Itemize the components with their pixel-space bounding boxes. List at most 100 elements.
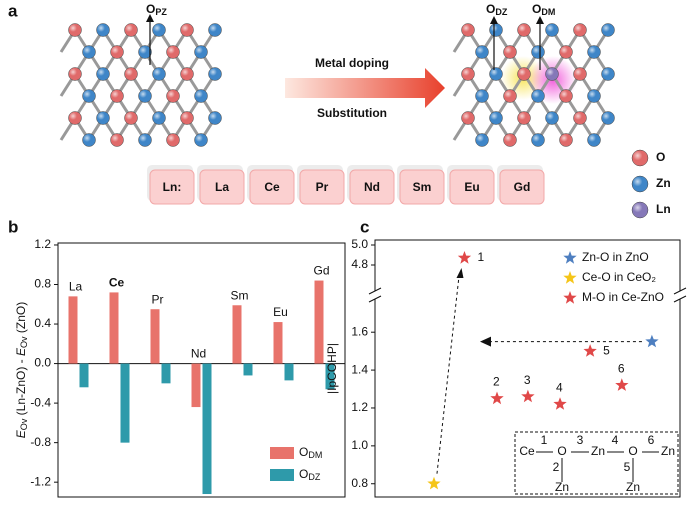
y-tick-label: -0.4 [30,395,51,409]
y-label-sub: Ov [19,418,29,430]
atom-shine [574,68,582,76]
atom-shine [518,112,526,120]
atom-shine [125,68,133,76]
atom-shine [518,68,526,76]
bar [191,363,201,408]
element-box [249,169,295,205]
category-label: Nd [191,347,206,361]
legend-label: Zn [656,176,671,190]
atom-shine [69,68,77,76]
inset-atom: Zn [555,480,569,494]
legend-label: Ln [656,202,671,216]
y-tick-label: 5.0 [351,237,368,251]
label-opz-main: O [146,2,155,16]
atom-shine [69,112,77,120]
legend-star [563,251,577,264]
bar [284,363,294,381]
legend-swatch [270,469,294,481]
y-label-part: E [14,347,28,356]
y-tick-label: 1.0 [351,438,368,452]
element-label: Eu [464,180,479,194]
bar [120,363,130,443]
panel-letter: a [8,1,18,20]
data-star [615,378,629,391]
label-o_dz-sub: DZ [495,7,507,17]
y-tick-label: 0.8 [34,277,51,291]
atom-shine [574,24,582,32]
atom-shine [111,134,119,142]
inset-atom: O [557,444,566,458]
data-star [457,251,472,264]
y-tick-label: 1.2 [34,237,51,251]
point-label: 2 [493,375,500,389]
element-label: Ce [264,180,280,194]
point-label: 6 [618,361,625,375]
inset-atom: Zn [591,444,605,458]
bar [232,305,242,364]
arrow-bottom-label: Substitution [317,106,387,120]
data-star [490,391,504,405]
atom-shine [181,24,189,32]
atom-shine [153,68,161,76]
plot-frame [57,242,346,498]
y-tick-label: 0.8 [351,476,368,490]
arrowhead [480,336,491,347]
panel-letter: b [8,217,18,236]
y-label-part: E [14,429,28,438]
atom-shine [518,24,526,32]
y-axis-label: |IpCOHP| [325,343,339,394]
inset-bond-label: 6 [648,433,655,447]
atom-shine [504,90,512,98]
atom-shine [153,24,161,32]
y-tick-label: 0.4 [34,316,51,330]
element-label: Pr [316,180,329,194]
element-label: Sm [413,180,432,194]
atom-shine [476,134,484,142]
inset-atom: O [628,444,637,458]
label-o_dm-main: O [532,2,541,16]
bar [325,363,335,390]
element-label: La [215,180,229,194]
atom-shine [125,24,133,32]
element-box [199,169,245,205]
inset-atom: Zn [661,444,675,458]
axis-break [368,287,382,303]
category-label: Ce [109,276,125,290]
atom-shine [167,90,175,98]
atom-shine [111,46,119,54]
atom-shine [574,112,582,120]
element-box [449,169,495,205]
y-tick-label: 1.4 [351,362,368,376]
atom-shine [490,112,498,120]
atom-shine [560,134,568,142]
atom-shine [560,46,568,54]
atom-shine [195,46,203,54]
category-label: Gd [313,264,329,278]
label-o_dm-sub: DM [541,7,555,17]
trend-arrow [436,271,460,474]
arrowhead [490,16,498,24]
inset-bond-label: 1 [541,433,548,447]
atom-shine [476,46,484,54]
atom-shine [504,134,512,142]
element-box [299,169,345,205]
element-box [349,169,395,205]
data-star [583,344,597,357]
atom-shine [560,90,568,98]
atom-shine [602,112,610,120]
legend-label: ODM [299,445,322,460]
atom-shine [602,68,610,76]
atom-shine [476,90,484,98]
y-tick-label: 1.6 [351,324,368,338]
atom-shine [139,90,147,98]
y-tick-label: -1.2 [30,474,51,488]
legend-star [563,271,577,284]
panel-letter: c [360,217,369,236]
bar [68,296,78,364]
y-axis-label: EOv (Ln-ZnO) - EOv (ZnO) [14,302,29,438]
inset-frame [514,431,679,495]
element-box [399,169,445,205]
atom-shine [588,90,596,98]
element-box [499,169,545,205]
